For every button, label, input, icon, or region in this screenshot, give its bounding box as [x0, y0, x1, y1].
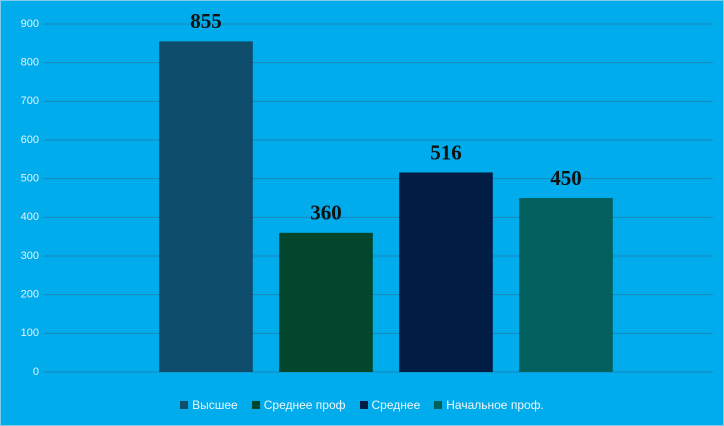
y-tick-label: 500: [21, 173, 39, 185]
data-label: 855: [190, 9, 222, 33]
y-tick-label: 400: [21, 211, 39, 223]
bar: [519, 198, 613, 372]
y-tick-label: 600: [21, 134, 39, 146]
legend-item: Среднее проф: [251, 398, 346, 412]
y-tick-label: 200: [21, 289, 39, 301]
bar: [399, 172, 493, 372]
legend-swatch: [434, 401, 443, 409]
legend-swatch: [251, 401, 260, 409]
y-tick-label: 800: [21, 57, 39, 69]
legend-label: Начальное проф.: [446, 398, 544, 412]
bar: [279, 232, 373, 372]
bar: [159, 41, 253, 373]
y-tick-label: 0: [33, 366, 39, 378]
legend-swatch: [180, 401, 189, 409]
legend-item: Высшее: [180, 398, 238, 412]
legend-item: Начальное проф.: [434, 398, 544, 412]
legend-label: Среднее проф: [263, 398, 346, 412]
legend-swatch: [359, 401, 368, 409]
y-tick-label: 900: [21, 18, 39, 30]
y-tick-label: 700: [21, 95, 39, 107]
data-label: 516: [430, 140, 462, 164]
data-label: 360: [310, 201, 342, 225]
legend: Высшее Среднее проф Среднее Начальное проф.: [1, 398, 723, 412]
legend-label: Среднее: [371, 398, 421, 412]
legend-item: Среднее: [359, 398, 421, 412]
legend-label: Высшее: [192, 398, 238, 412]
y-tick-label: 300: [21, 250, 39, 262]
y-tick-label: 100: [21, 327, 39, 339]
data-label: 450: [550, 166, 582, 190]
